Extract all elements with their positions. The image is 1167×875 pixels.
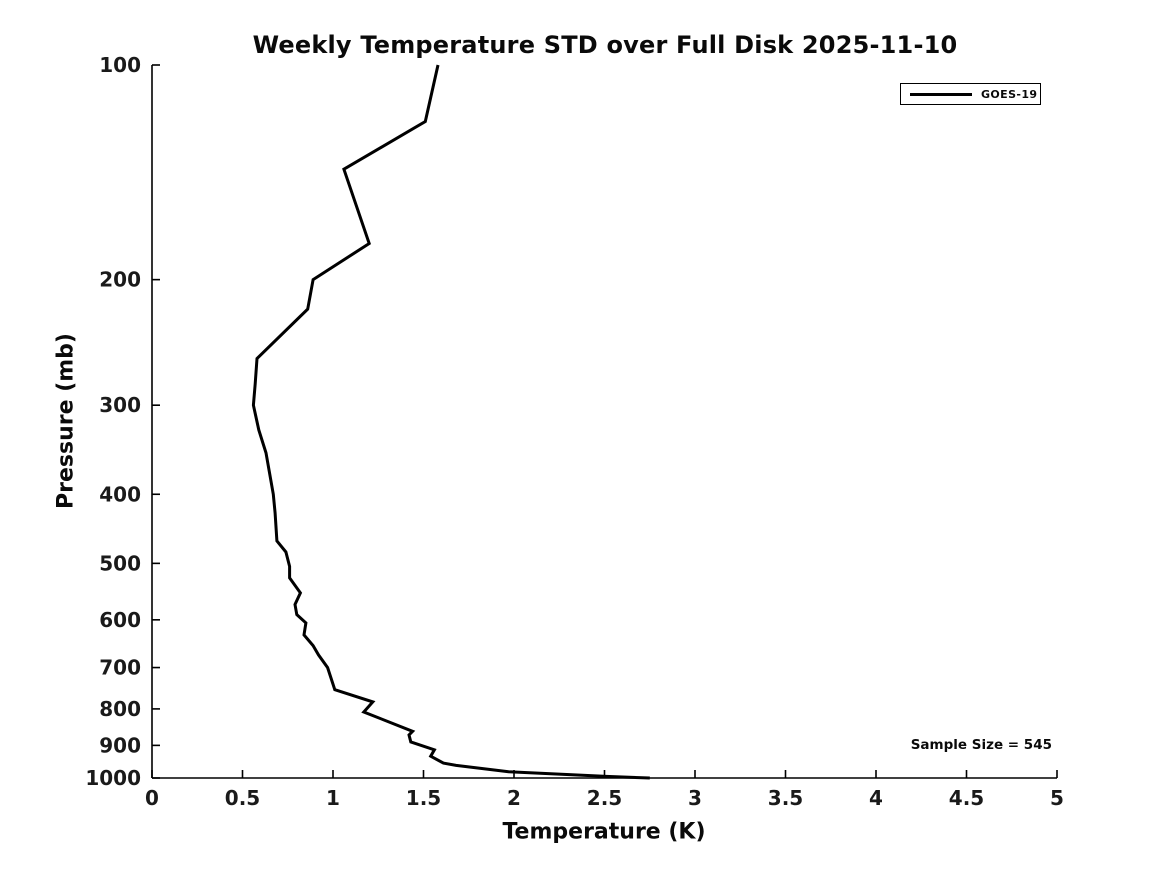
y-tick-label: 500 — [99, 551, 141, 575]
x-tick-label: 3.5 — [768, 786, 803, 810]
x-axis-ticks: 0 0.5 1 1.5 2 2.5 3 3.5 4 4.5 5 — [145, 770, 1064, 810]
legend-line-sample-icon — [910, 92, 972, 96]
x-tick-label: 2.5 — [587, 786, 622, 810]
y-tick-label: 1000 — [85, 766, 141, 790]
x-tick-label: 4 — [869, 786, 883, 810]
x-tick-label: 1 — [326, 786, 340, 810]
y-tick-label: 100 — [99, 53, 141, 77]
x-tick-label: 3 — [688, 786, 702, 810]
x-tick-label: 0 — [145, 786, 159, 810]
y-tick-label: 200 — [99, 268, 141, 292]
y-tick-label: 600 — [99, 608, 141, 632]
y-tick-label: 900 — [99, 733, 141, 757]
x-tick-label: 1.5 — [406, 786, 441, 810]
axes — [151, 65, 1057, 779]
x-tick-label: 2 — [507, 786, 521, 810]
y-tick-label: 300 — [99, 393, 141, 417]
chart-title: Weekly Temperature STD over Full Disk 20… — [252, 31, 958, 59]
x-axis-label: Temperature (K) — [502, 819, 706, 845]
x-tick-label: 0.5 — [225, 786, 260, 810]
y-axis-ticks: 100 200 300 400 500 600 700 800 900 1000 — [85, 53, 160, 790]
legend: GOES-19 — [900, 83, 1041, 105]
x-tick-label: 4.5 — [949, 786, 984, 810]
legend-series-label: GOES-19 — [981, 87, 1038, 101]
sample-size-annotation: Sample Size = 545 — [910, 737, 1052, 753]
x-tick-label: 5 — [1050, 786, 1064, 810]
y-tick-label: 800 — [99, 697, 141, 721]
y-tick-label: 700 — [99, 656, 141, 680]
y-tick-label: 400 — [99, 482, 141, 506]
series-line-goes-19 — [251, 64, 650, 780]
